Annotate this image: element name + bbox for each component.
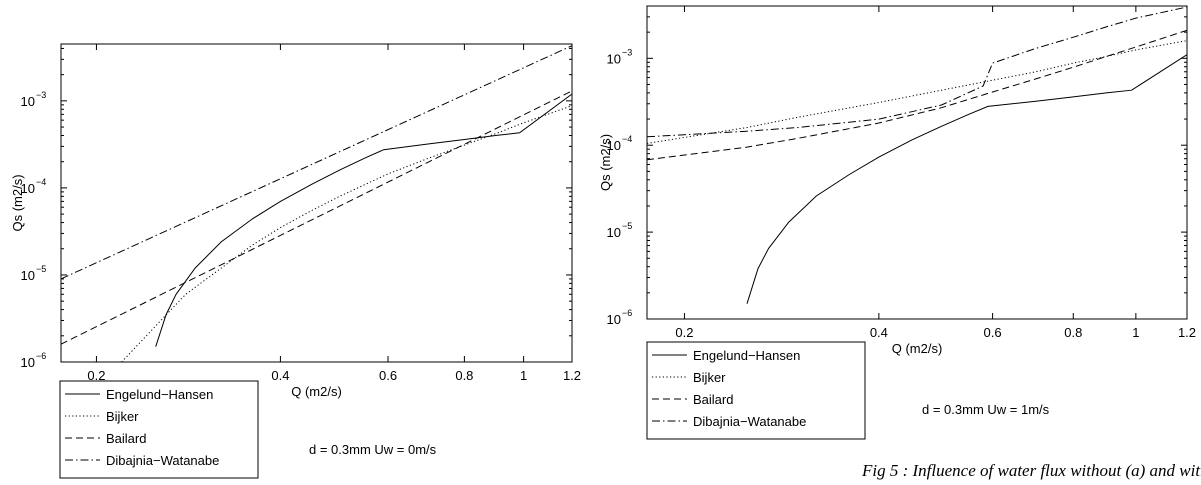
chart-1-ytick-exponent: −4 (36, 177, 46, 187)
chart-1-series-line-4 (61, 45, 572, 280)
chart-1: 0.2 0.4 0.6 0.8 1 1.210−610−510−410 −3Q (m2/s)… (10, 43, 581, 479)
chart-1-series-line-2 (121, 105, 572, 362)
chart-2-series-line-3 (647, 29, 1187, 161)
chart-1-xtick-label: 0.4 (271, 368, 289, 383)
chart-1-legend-label-3: Bailard (106, 431, 146, 446)
chart-2-xtick-label: 0.6 (984, 325, 1002, 340)
chart-2: 0.2 0.4 0.6 0.8 1 1.210−610−510−410 −3Q (m2/s)… (598, 5, 1196, 440)
chart-1-xlabel: Q (m2/s) (291, 384, 342, 399)
chart-2-ytick-exponent: −5 (622, 221, 632, 231)
chart-1-xtick-label: 0.2 (87, 368, 105, 383)
chart-1-ytick-label: 10 (21, 355, 35, 370)
chart-2-series-line-2 (647, 40, 1187, 144)
chart-1-xtick-label: 0.8 (455, 368, 473, 383)
chart-1-xtick-label: 1 (520, 368, 527, 383)
chart-1-plot-frame (60, 43, 573, 363)
chart-2-xtick-label: 0.8 (1064, 325, 1082, 340)
chart-1-ytick-label: 10 (21, 181, 35, 196)
chart-2-ytick-label: 10 (607, 138, 621, 153)
chart-2-ytick-exponent: −3 (622, 47, 632, 57)
chart-1-series-line-1 (155, 93, 572, 347)
chart-2-xlabel: Q (m2/s) (892, 341, 943, 356)
chart-1-legend-label-1: Engelund−Hansen (106, 387, 213, 402)
chart-2-legend-label-4: Dibajnia−Watanabe (693, 414, 806, 429)
chart-2-legend-label-1: Engelund−Hansen (693, 348, 800, 363)
chart-2-ytick-label: 10 (607, 225, 621, 240)
chart-2-series-line-4 (647, 6, 1187, 138)
chart-1-ytick-label: 10 (21, 268, 35, 283)
chart-2-legend-label-3: Bailard (693, 392, 733, 407)
chart-2-ytick-exponent: −4 (622, 134, 632, 144)
chart-1-annotation: d = 0.3mm Uw = 0m/s (309, 442, 437, 457)
chart-2-ytick-label: 10 (607, 312, 621, 327)
chart-2-series-line-1 (746, 54, 1187, 304)
chart-1-ylabel: Qs (m2/s) (10, 174, 25, 231)
chart-1-legend-box (59, 380, 259, 479)
chart-2-series-group (647, 6, 1187, 304)
chart-1-legend-label-4: Dibajnia−Watanabe (106, 453, 219, 468)
chart-2-ytick-exponent: −6 (622, 308, 632, 318)
chart-1-xtick-label: 0.6 (379, 368, 397, 383)
chart-1-ytick-exponent: −6 (36, 351, 46, 361)
chart-2-legend-label-2: Bijker (693, 370, 726, 385)
chart-1-ytick-exponent: −5 (36, 264, 46, 274)
chart-1-xtick-label: 1.2 (563, 368, 581, 383)
chart-2-xtick-label: 0.2 (675, 325, 693, 340)
chart-2-plot-frame (646, 5, 1188, 320)
chart-2-xtick-label: 0.4 (870, 325, 888, 340)
chart-2-annotation: d = 0.3mm Uw = 1m/s (922, 402, 1050, 417)
chart-2-ytick-label: 10 (607, 51, 621, 66)
chart-2-xtick-label: 1.2 (1178, 325, 1196, 340)
chart-2-ylabel: Qs (m2/s) (598, 134, 613, 191)
chart-1-series-group (61, 45, 572, 362)
chart-1-legend-label-2: Bijker (106, 409, 139, 424)
figure-caption: Fig 5 : Influence of water flux without … (861, 461, 1201, 480)
chart-1-ytick-exponent: −3 (36, 90, 46, 100)
chart-2-legend-box (646, 341, 866, 440)
chart-1-ytick-label: 10 (21, 94, 35, 109)
chart-2-xtick-label: 1 (1132, 325, 1139, 340)
chart-1-series-line-3 (61, 90, 572, 345)
